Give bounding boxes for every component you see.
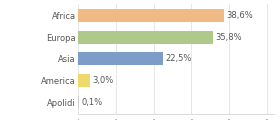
Bar [78, 9, 224, 22]
Text: 3,0%: 3,0% [92, 76, 113, 85]
Text: 38,6%: 38,6% [226, 11, 253, 20]
Bar [78, 96, 79, 109]
Text: 35,8%: 35,8% [216, 33, 242, 42]
Bar [78, 31, 213, 44]
Bar [78, 74, 90, 87]
Bar [78, 52, 163, 65]
Text: 0,1%: 0,1% [81, 98, 102, 107]
Text: 22,5%: 22,5% [165, 54, 192, 63]
